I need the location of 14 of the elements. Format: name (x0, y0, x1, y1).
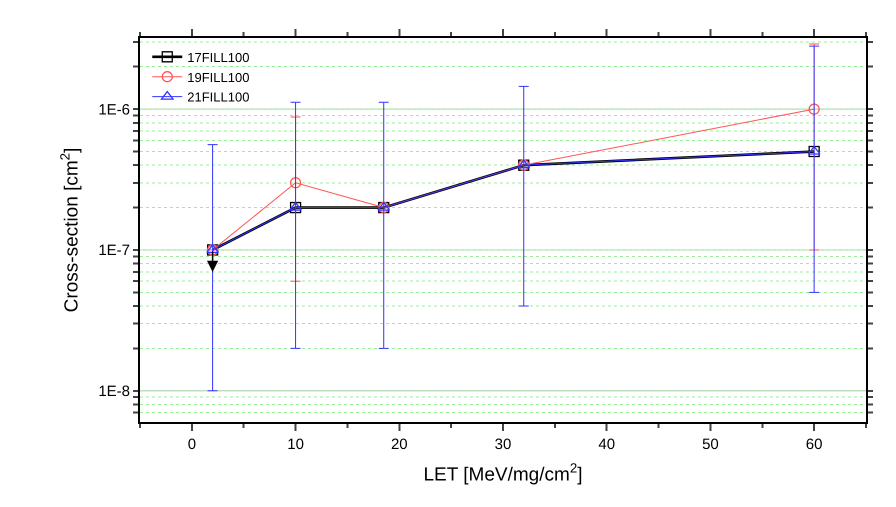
x-tick-label: 0 (188, 436, 196, 453)
legend-label: 19FILL100 (187, 70, 250, 85)
x-tick-label: 60 (806, 436, 822, 453)
x-axis-title: LET [MeV/mg/cm$^{2}$] (423, 460, 583, 486)
x-tick-label: 30 (494, 436, 512, 453)
y-tick-label: 1E-6 (98, 101, 130, 118)
x-tick-label: 10 (287, 436, 304, 453)
legend-label: 21FILL100 (187, 90, 250, 105)
legend-label: 17FILL100 (187, 50, 250, 65)
x-tick-label: 50 (702, 436, 719, 453)
x-tick-label: 40 (598, 436, 616, 453)
y-tick-label: 1E-7 (98, 242, 130, 260)
y-tick-label: 1E-8 (98, 383, 130, 400)
x-tick-label: 20 (390, 436, 408, 453)
